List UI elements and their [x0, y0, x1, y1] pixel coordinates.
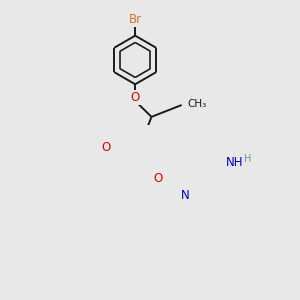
- Text: O: O: [154, 172, 163, 185]
- Text: O: O: [130, 91, 140, 104]
- Text: Br: Br: [129, 13, 142, 26]
- Text: NH: NH: [226, 156, 244, 169]
- Text: O: O: [102, 141, 111, 154]
- Text: CH₃: CH₃: [187, 98, 206, 109]
- Text: H: H: [244, 154, 251, 164]
- Text: N: N: [181, 189, 189, 202]
